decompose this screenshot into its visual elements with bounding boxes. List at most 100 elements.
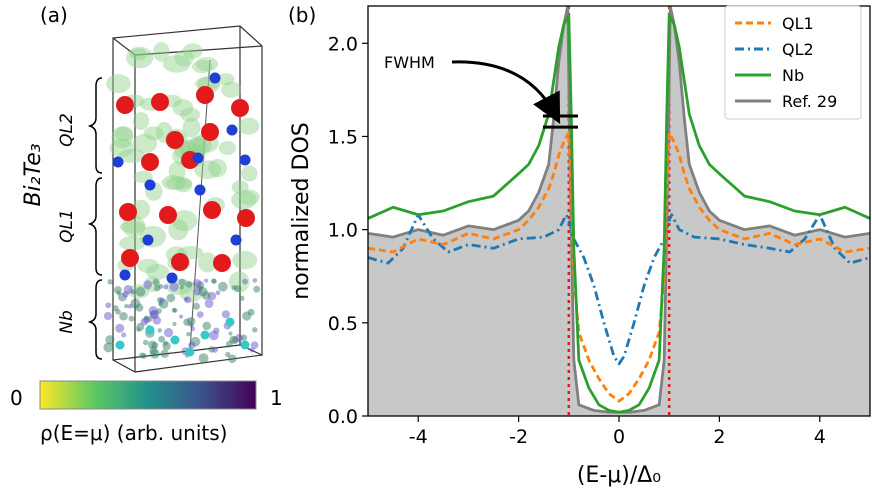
density-blob — [186, 316, 196, 326]
density-blob — [115, 308, 121, 315]
series-line-nb — [368, 13, 870, 414]
density-blob — [252, 327, 258, 333]
panel-b: (b) -4 -2 0 2 4 0.0 0.5 1.0 1.5 2.0 (E-μ)/Δ₀ norm… — [288, 3, 871, 488]
density-blob — [188, 341, 196, 349]
density-blob — [215, 290, 221, 296]
x-tick-label: -2 — [509, 426, 528, 448]
bi-atom — [159, 206, 177, 224]
density-blob — [196, 311, 204, 318]
y-tick-label: 0.5 — [328, 313, 358, 335]
plot-area — [368, 6, 870, 416]
density-blob — [103, 342, 114, 353]
density-blob — [185, 280, 193, 288]
density-blob — [174, 49, 194, 67]
density-blob — [118, 149, 146, 164]
density-blob — [106, 74, 131, 94]
density-blob — [115, 323, 125, 333]
density-blob — [152, 278, 160, 286]
material-label: Bi₂Te₃ — [21, 143, 46, 206]
density-blob — [171, 210, 198, 232]
x-tick-label: 4 — [814, 426, 826, 448]
density-blob — [119, 220, 146, 234]
density-blob — [121, 332, 127, 338]
atoms-group — [103, 42, 261, 364]
colorbar-max-label: 1 — [270, 386, 283, 410]
density-blob — [253, 285, 261, 293]
density-blob — [250, 341, 259, 350]
crystal-box — [112, 25, 263, 373]
density-blob — [136, 327, 141, 332]
legend-label: Ref. 29 — [782, 92, 837, 111]
density-blob — [186, 136, 212, 155]
te-atom — [239, 154, 251, 166]
legend-label: Nb — [782, 66, 804, 85]
nb-atom — [185, 347, 195, 357]
y-tick-label: 2.0 — [328, 33, 358, 55]
density-blob — [198, 353, 209, 364]
te-atom — [166, 272, 178, 284]
te-atom — [119, 269, 131, 281]
density-blob — [149, 309, 160, 320]
bi-atom — [166, 131, 184, 149]
density-blob — [191, 60, 213, 74]
density-blob — [149, 348, 160, 359]
density-blob — [231, 190, 257, 210]
series-line-ql1 — [368, 131, 870, 403]
density-blob — [218, 140, 236, 156]
density-blob — [238, 117, 260, 135]
density-blob — [137, 258, 160, 274]
bi-atom — [231, 99, 249, 117]
density-blob — [128, 315, 135, 322]
nb-atom — [115, 340, 125, 350]
density-blob — [247, 308, 255, 316]
panel-b-label: (b) — [288, 3, 316, 27]
fwhm-arrow — [451, 60, 561, 124]
density-blob — [126, 46, 154, 69]
te-atom — [194, 184, 206, 196]
series-line-ql2 — [368, 213, 870, 366]
layer-label-ql1: QL1 — [57, 209, 77, 243]
density-blob — [114, 286, 122, 294]
layer-label-ql2: QL2 — [57, 113, 77, 147]
density-blob — [158, 301, 164, 306]
density-blob — [217, 281, 228, 292]
density-blob — [142, 339, 149, 346]
fwhm-annotation: FWHM — [384, 53, 578, 129]
density-blob — [201, 291, 211, 300]
nb-atom — [145, 325, 155, 335]
y-tick-label: 1.0 — [328, 220, 358, 242]
density-blob — [204, 299, 214, 309]
density-blob — [107, 279, 113, 285]
nb-atom — [170, 335, 180, 345]
density-blob — [194, 160, 222, 180]
density-blob — [232, 250, 258, 270]
legend-box — [724, 5, 862, 120]
legend: QL1 QL2 Nb Ref. 29 — [724, 5, 862, 120]
brace-nb — [87, 279, 103, 360]
density-blob — [132, 112, 150, 131]
density-blob — [163, 340, 169, 346]
density-blob — [209, 330, 219, 341]
density-blob — [133, 133, 158, 154]
density-blob — [179, 314, 184, 319]
density-blob — [143, 280, 153, 289]
bi-atom — [119, 203, 137, 221]
density-blob — [231, 180, 249, 194]
density-blob — [157, 328, 163, 333]
density-blob — [228, 354, 237, 364]
density-blob — [105, 302, 112, 309]
fwhm-label: FWHM — [384, 53, 435, 72]
density-blob — [143, 126, 164, 140]
y-tick-label: 0.0 — [328, 406, 358, 428]
density-blob — [186, 331, 191, 337]
nb-atom — [240, 340, 250, 350]
legend-label: QL1 — [782, 14, 814, 33]
bi-atom — [213, 254, 231, 272]
density-blob — [135, 286, 146, 297]
density-blob — [192, 302, 200, 310]
density-blob — [153, 284, 161, 292]
te-atom — [112, 156, 124, 168]
density-blob — [163, 284, 169, 290]
density-blob — [216, 73, 235, 86]
